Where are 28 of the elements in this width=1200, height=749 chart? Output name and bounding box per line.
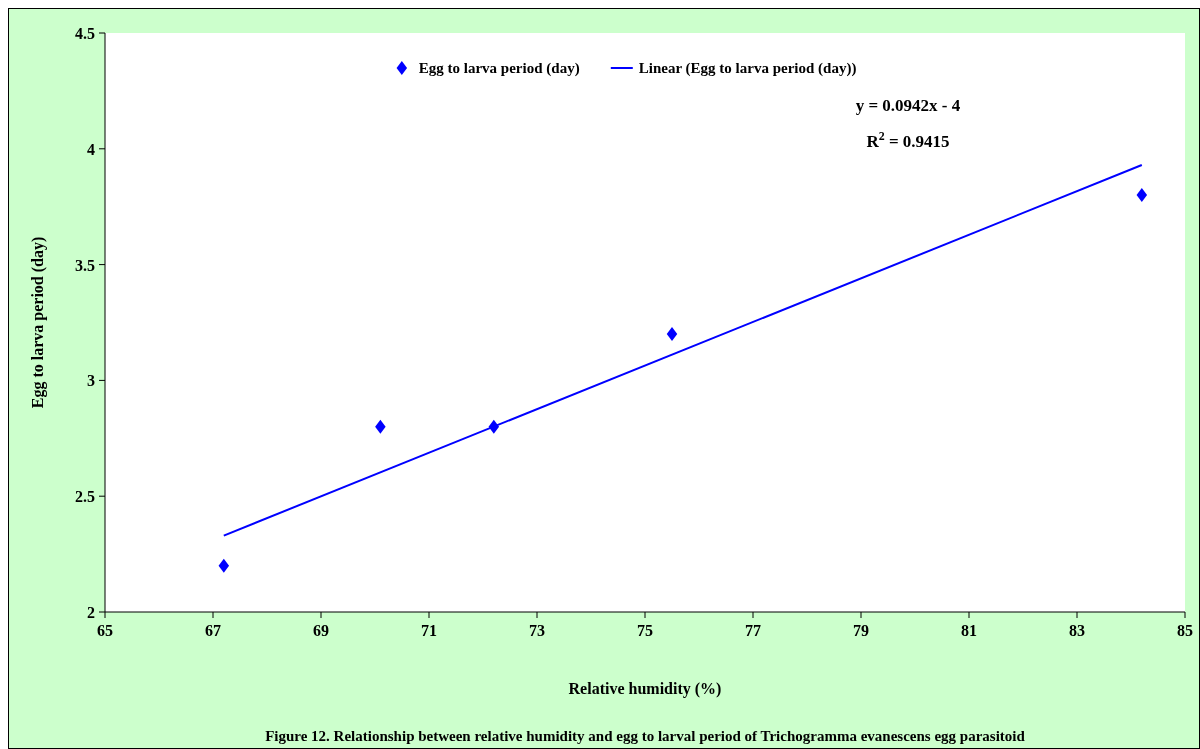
x-tick-label: 71 bbox=[421, 622, 437, 639]
x-tick-label: 83 bbox=[1069, 622, 1085, 639]
point bbox=[218, 558, 230, 573]
x-tick-label: 75 bbox=[637, 622, 653, 639]
point bbox=[1136, 188, 1148, 203]
y-tick-label: 2.5 bbox=[75, 488, 95, 506]
x-tick-label: 69 bbox=[313, 622, 329, 639]
x-tick-label: 77 bbox=[745, 622, 761, 639]
x-tick-label: 81 bbox=[961, 622, 977, 639]
annotation: y = 0.0942x - 4 bbox=[855, 96, 961, 115]
caption: Figure 12. Relationship between relative humidity and egg to larval period of Trichogramma evanescens egg parasitoid bbox=[265, 728, 1026, 744]
y-tick-label: 3.5 bbox=[75, 256, 95, 274]
annotation: R$^{2}$ = 0.9415 bbox=[866, 129, 950, 151]
point bbox=[666, 327, 678, 342]
legend-label: Linear (Egg to larva period (day)) bbox=[638, 60, 857, 77]
point bbox=[375, 419, 386, 434]
x-tick-label: 79 bbox=[853, 622, 869, 639]
y-tick-label: 3 bbox=[87, 372, 95, 390]
y-tick-label: 2 bbox=[87, 604, 95, 621]
x-axis-title: Relative humidity (%) bbox=[568, 680, 722, 698]
x-tick-label: 65 bbox=[97, 622, 113, 639]
y-tick-label: 4.5 bbox=[75, 25, 95, 42]
y-axis-title: Egg to larva period (day) bbox=[29, 236, 47, 409]
x-tick-label: 73 bbox=[529, 622, 545, 639]
x-tick-label: 85 bbox=[1177, 622, 1193, 639]
y-tick-label: 4 bbox=[87, 140, 95, 158]
x-tick-label: 67 bbox=[205, 622, 221, 639]
legend-label: Egg to larva period (day) bbox=[418, 60, 580, 77]
